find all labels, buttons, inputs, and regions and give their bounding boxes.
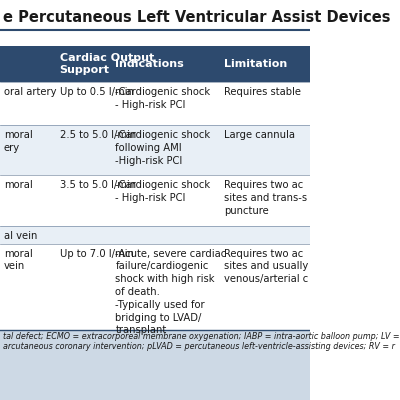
Text: -Cardiogenic shock
- High-risk PCI: -Cardiogenic shock - High-risk PCI: [116, 87, 210, 110]
FancyBboxPatch shape: [0, 82, 310, 125]
Text: Limitation: Limitation: [224, 59, 287, 69]
Text: Indications: Indications: [116, 59, 184, 69]
Text: e Percutaneous Left Ventricular Assist Devices: e Percutaneous Left Ventricular Assist D…: [3, 10, 391, 25]
Text: moral
vein: moral vein: [4, 248, 32, 271]
Text: -Cardiogenic shock
following AMI
-High-risk PCI: -Cardiogenic shock following AMI -High-r…: [116, 130, 210, 166]
Text: Up to 0.5 l/min: Up to 0.5 l/min: [60, 87, 134, 97]
Text: -Cardiogenic shock
- High-risk PCI: -Cardiogenic shock - High-risk PCI: [116, 180, 210, 203]
Text: Large cannula: Large cannula: [224, 130, 295, 140]
FancyBboxPatch shape: [0, 46, 310, 82]
Text: moral
ery: moral ery: [4, 130, 32, 153]
FancyBboxPatch shape: [0, 125, 310, 176]
Text: Cardiac Output
Support: Cardiac Output Support: [60, 53, 154, 75]
FancyBboxPatch shape: [0, 176, 310, 226]
FancyBboxPatch shape: [0, 244, 310, 330]
Text: Requires two ac
sites and trans-s
puncture: Requires two ac sites and trans-s punctu…: [224, 180, 307, 216]
FancyBboxPatch shape: [0, 226, 310, 244]
Text: 3.5 to 5.0 l/min: 3.5 to 5.0 l/min: [60, 180, 136, 190]
Text: 2.5 to 5.0 l/min: 2.5 to 5.0 l/min: [60, 130, 136, 140]
Text: Up to 7.0 l/min: Up to 7.0 l/min: [60, 248, 134, 258]
FancyBboxPatch shape: [0, 330, 310, 400]
Text: oral artery: oral artery: [4, 87, 56, 97]
Text: Requires two ac
sites and usually
venous/arterial c: Requires two ac sites and usually venous…: [224, 248, 308, 284]
Text: -Acute, severe cardiac
failure/cardiogenic
shock with high risk
of death.
-Typic: -Acute, severe cardiac failure/cardiogen…: [116, 248, 227, 335]
Text: moral: moral: [4, 180, 32, 190]
Text: Requires stable: Requires stable: [224, 87, 301, 97]
Text: al vein: al vein: [4, 230, 37, 240]
Text: tal defect; ECMO = extracorporeal membrane oxygenation; IABP = intra-aortic ball: tal defect; ECMO = extracorporeal membra…: [3, 332, 400, 351]
